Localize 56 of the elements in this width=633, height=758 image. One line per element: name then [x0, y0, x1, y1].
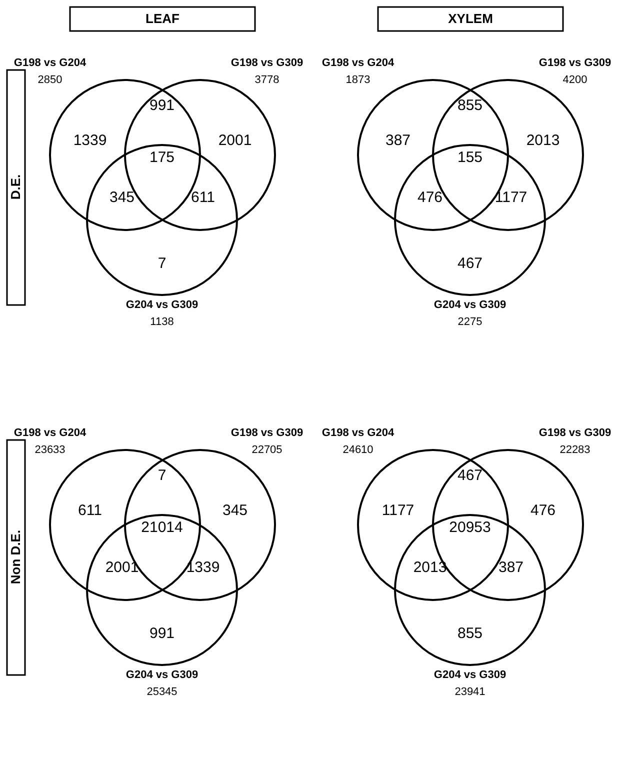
category-label: G198 vs G204 — [322, 427, 395, 439]
text: 155 — [457, 149, 483, 166]
text: 611 — [78, 502, 102, 519]
text: 387 — [498, 559, 524, 576]
data-label: 4200 — [562, 74, 588, 86]
category-label: G198 vs G204 — [14, 427, 87, 439]
data-label: 23633 — [34, 444, 66, 456]
text: LEAF — [146, 11, 180, 26]
text: 611 — [191, 189, 215, 206]
category-label: G198 vs G309 — [230, 427, 304, 439]
text: 2001 — [105, 559, 139, 576]
category-label: G198 vs G204 — [322, 57, 395, 69]
data-label: 1873 — [346, 74, 370, 86]
category-label: G204 vs G309 — [126, 669, 198, 681]
text: 21014 — [141, 519, 183, 536]
text: 345 — [109, 189, 135, 206]
category-label: G198 vs G309 — [538, 427, 612, 439]
data-label: 22705 — [252, 444, 282, 456]
data-label: 1138 — [150, 316, 174, 328]
text: 855 — [457, 625, 483, 642]
text: 991 — [149, 97, 175, 114]
data-label: 23941 — [454, 686, 486, 698]
text: 7 — [158, 255, 166, 272]
data-label: 24610 — [342, 444, 374, 456]
text: D.E. — [8, 174, 23, 200]
category-label: G198 vs G309 — [230, 57, 304, 69]
text: 345 — [222, 502, 248, 519]
data-label: 2850 — [38, 74, 62, 86]
text: 1177 — [494, 189, 528, 206]
text: 1177 — [382, 502, 414, 519]
text: Non D.E. — [8, 530, 23, 584]
category-label: G204 vs G309 — [126, 299, 198, 311]
category-label: G198 vs G309 — [538, 57, 612, 69]
category-label: G204 vs G309 — [434, 669, 506, 681]
text: 2013 — [413, 559, 447, 576]
text: 991 — [149, 625, 175, 642]
category-label: G198 vs G204 — [14, 57, 87, 69]
data-label: 2275 — [458, 316, 482, 328]
text: 2001 — [218, 132, 252, 149]
text: 476 — [530, 502, 556, 519]
data-label: 3778 — [254, 74, 280, 86]
text: 467 — [457, 255, 483, 272]
text: 20953 — [449, 519, 491, 536]
text: XYLEM — [448, 11, 493, 26]
text: 175 — [149, 149, 175, 166]
category-label: G204 vs G309 — [434, 299, 506, 311]
text: 855 — [457, 97, 483, 114]
data-label: 22283 — [560, 444, 590, 456]
data-label: 25345 — [146, 686, 178, 698]
text: 1339 — [186, 559, 220, 576]
text: 476 — [417, 189, 443, 206]
text: 467 — [457, 467, 483, 484]
text: 2013 — [526, 132, 560, 149]
text: 1339 — [73, 132, 107, 149]
text: 7 — [158, 467, 166, 484]
text: 387 — [385, 132, 411, 149]
